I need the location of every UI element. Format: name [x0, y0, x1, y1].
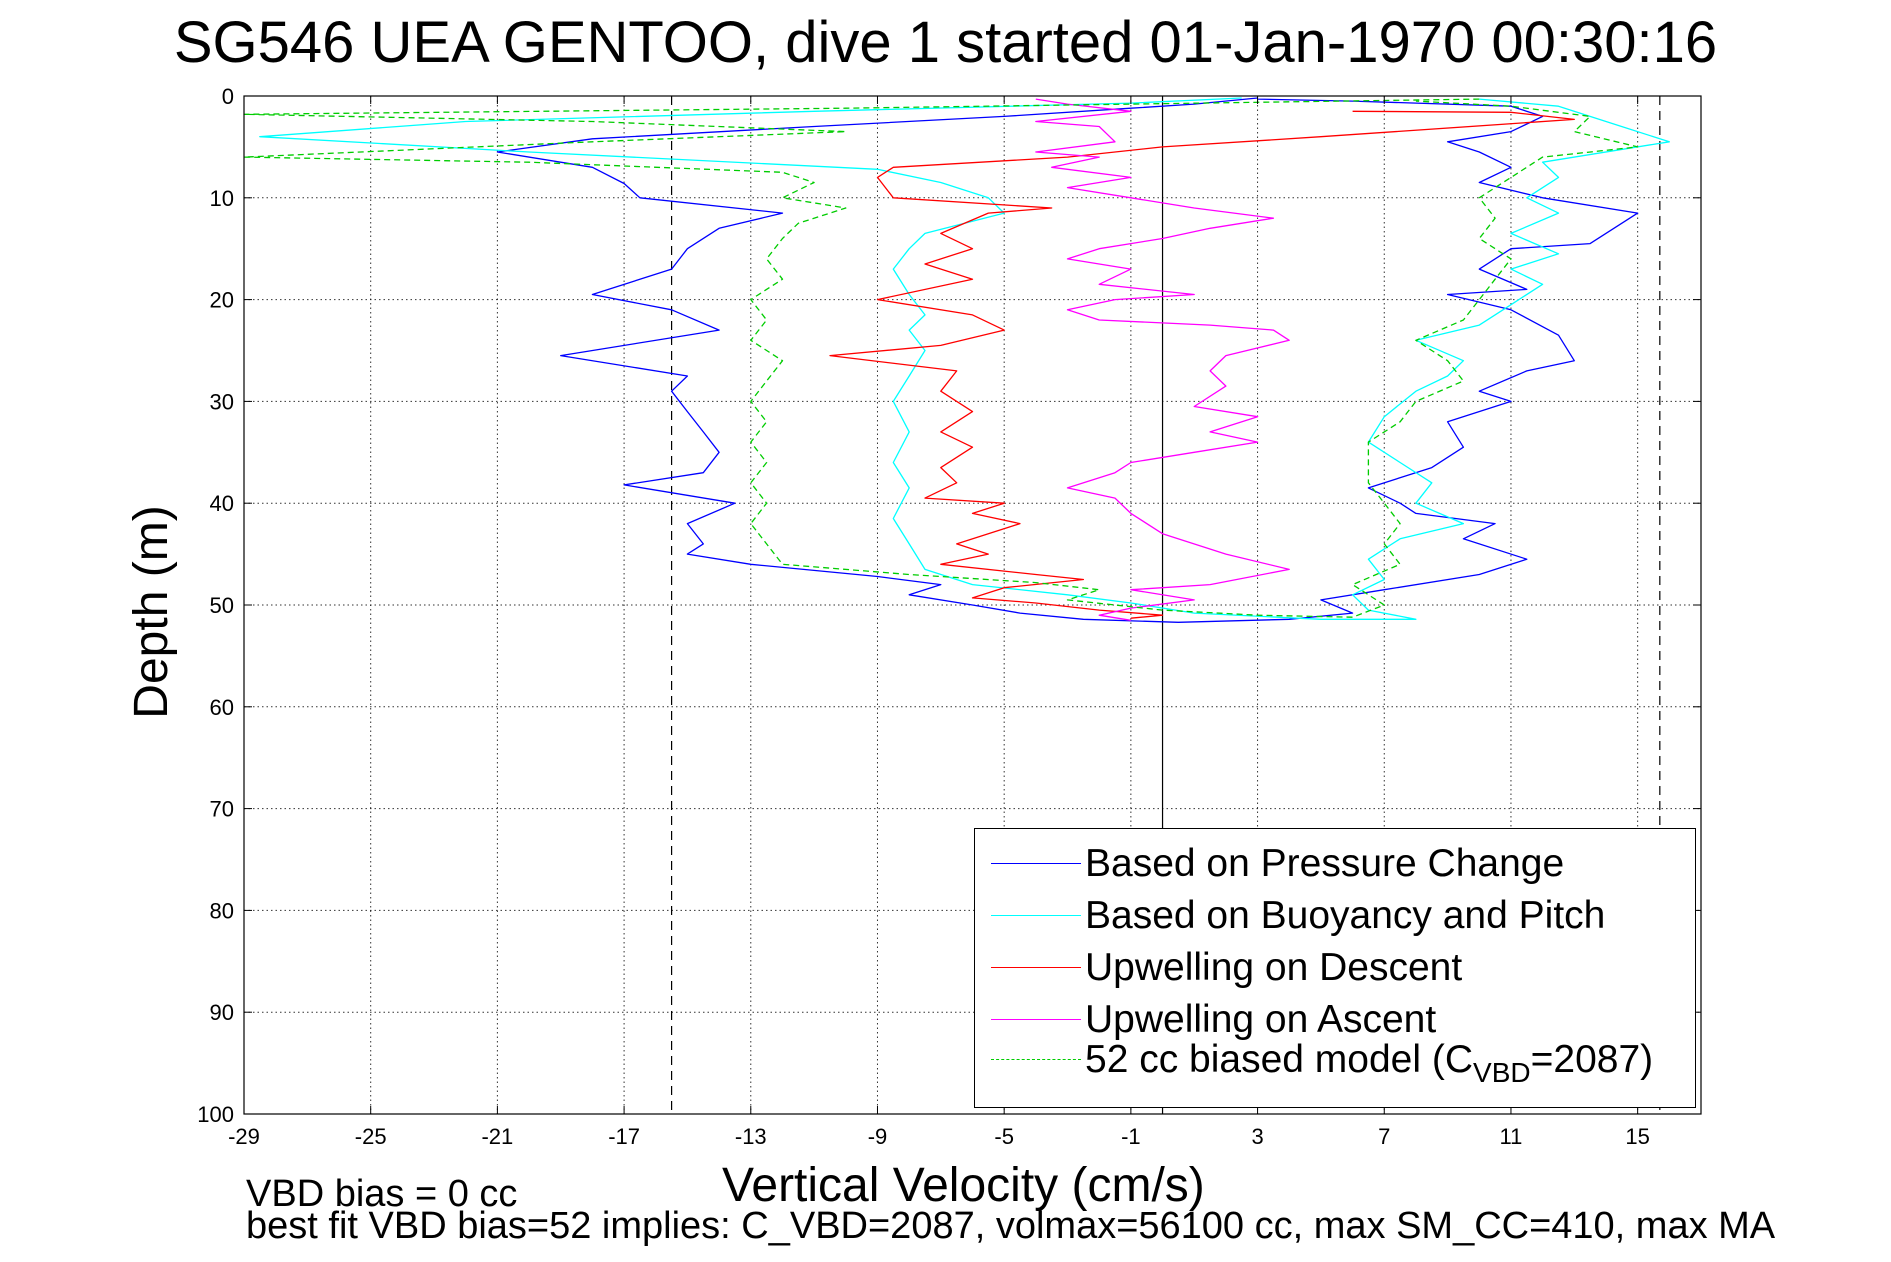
series-line-based-on-buoyancy-and-pitch: [259, 97, 1670, 620]
y-tick-label: 100: [197, 1102, 234, 1127]
x-tick-label: 15: [1625, 1124, 1649, 1149]
x-tick-label: -1: [1121, 1124, 1141, 1149]
series-line-upwelling-on-ascent: [1035, 98, 1290, 621]
legend-label-pressure-change: Based on Pressure Change: [1085, 842, 1565, 885]
y-tick-label: 20: [210, 288, 234, 313]
y-tick-label: 50: [210, 593, 234, 618]
legend: Based on Pressure Change Based on Buoyan…: [974, 828, 1696, 1108]
x-tick-label: 3: [1251, 1124, 1263, 1149]
x-tick-label: -17: [608, 1124, 640, 1149]
y-tick-label: 80: [210, 898, 234, 923]
x-tick-label: -9: [868, 1124, 888, 1149]
legend-item-biased-model: 52 cc biased model (CVBD=2087): [975, 1035, 1695, 1088]
x-tick-label: -5: [994, 1124, 1014, 1149]
legend-label-buoyancy-pitch: Based on Buoyancy and Pitch: [1085, 894, 1606, 937]
legend-swatch-biased-model: [991, 1059, 1081, 1060]
series-line-52-cc-biased-model-c-vbd-2087: [243, 98, 1639, 618]
y-axis-label: Depth (m): [125, 505, 178, 719]
legend-swatch-buoyancy-pitch: [991, 915, 1081, 916]
x-tick-label: -13: [735, 1124, 767, 1149]
y-tick-label: 40: [210, 491, 234, 516]
y-tick-label: 70: [210, 797, 234, 822]
legend-item-pressure-change: Based on Pressure Change: [975, 839, 1695, 889]
footer-best-fit: best fit VBD bias=52 implies: C_VBD=2087…: [246, 1205, 1776, 1247]
legend-label-biased-model-subscript: VBD: [1473, 1057, 1531, 1088]
x-tick-label: 11: [1500, 1124, 1523, 1149]
x-tick-label: 7: [1378, 1124, 1390, 1149]
data-series: [243, 97, 1670, 623]
legend-item-upwelling-ascent: Upwelling on Ascent: [975, 995, 1695, 1045]
series-line-based-on-pressure-change: [496, 97, 1639, 623]
footer-vbd-bias: VBD bias = 0 cc: [246, 1173, 518, 1215]
chart-title: SG546 UEA GENTOO, dive 1 started 01-Jan-…: [173, 10, 1718, 75]
y-tick-label: 90: [210, 1000, 234, 1025]
y-tick-label: 10: [210, 186, 234, 211]
x-tick-label: -29: [228, 1124, 260, 1149]
legend-item-upwelling-descent: Upwelling on Descent: [975, 943, 1695, 993]
legend-label-biased-model-value: =2087): [1530, 1038, 1654, 1081]
legend-label-biased-model-main: 52 cc biased model (C: [1085, 1038, 1474, 1081]
legend-label-upwelling-descent: Upwelling on Descent: [1085, 946, 1463, 989]
x-tick-label: -21: [481, 1124, 513, 1149]
axis-ticks: -29 -25 -21 -17 -13 -9 -5 -1 3 7 11 150102030405060…: [197, 84, 1701, 1149]
legend-swatch-upwelling-ascent: [991, 1019, 1081, 1020]
y-tick-label: 0: [222, 84, 234, 109]
x-axis-label: Vertical Velocity (cm/s): [722, 1159, 1205, 1212]
legend-item-buoyancy-pitch: Based on Buoyancy and Pitch: [975, 891, 1695, 941]
x-tick-label: -25: [355, 1124, 387, 1149]
legend-swatch-upwelling-descent: [991, 967, 1081, 968]
legend-label-biased-model: 52 cc biased model (CVBD=2087): [1085, 1035, 1654, 1088]
series-line-upwelling-on-descent: [829, 110, 1575, 619]
legend-label-upwelling-ascent: Upwelling on Ascent: [1085, 998, 1437, 1041]
y-tick-label: 60: [210, 695, 234, 720]
y-tick-label: 30: [210, 389, 234, 414]
legend-swatch-pressure-change: [991, 863, 1081, 864]
